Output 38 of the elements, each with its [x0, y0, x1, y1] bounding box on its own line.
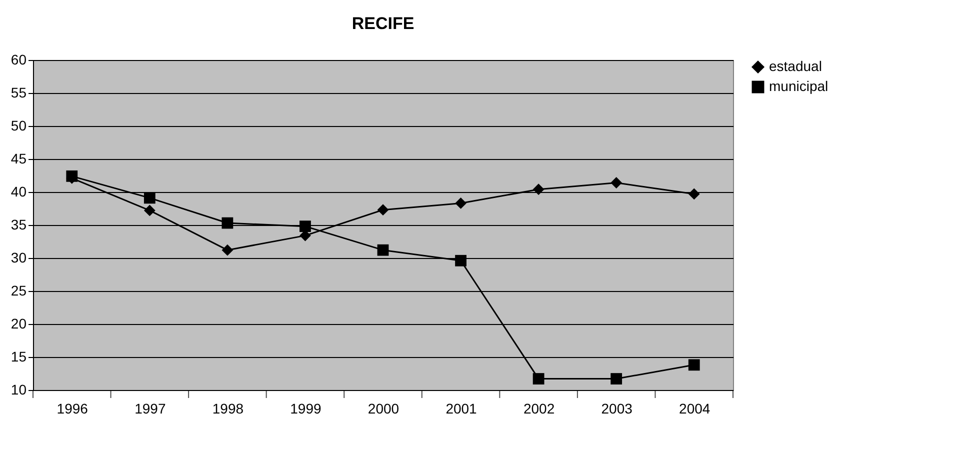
- point: [300, 220, 311, 232]
- y-tick-label: 40: [10, 184, 27, 200]
- x-tick-label: 1997: [134, 400, 166, 416]
- point: [532, 184, 544, 196]
- point: [610, 373, 622, 384]
- y-tick-label: 30: [10, 250, 27, 266]
- x-tick-label: 2003: [601, 400, 633, 416]
- legend-label: estadual: [769, 58, 822, 74]
- point: [455, 254, 466, 266]
- y-tick-label: 50: [10, 118, 27, 134]
- point: [532, 373, 544, 384]
- y-tick-label: 45: [10, 150, 27, 166]
- y-tick-label: 10: [10, 382, 27, 398]
- y-tick-label: 20: [10, 316, 27, 332]
- chart-title: RECIFE: [352, 14, 414, 33]
- point: [377, 204, 389, 216]
- point: [688, 188, 700, 200]
- point: [222, 217, 234, 229]
- y-tick-label: 15: [10, 348, 27, 364]
- point: [144, 204, 156, 216]
- x-tick-label: 1996: [56, 400, 88, 416]
- point: [455, 198, 466, 209]
- x-tick-label: 1998: [212, 400, 244, 416]
- point: [610, 177, 622, 188]
- y-tick-label: 55: [10, 84, 27, 100]
- point: [377, 244, 389, 256]
- point: [688, 359, 700, 371]
- legend-label: municipal: [769, 78, 828, 94]
- point: [144, 192, 156, 204]
- point: [222, 244, 234, 256]
- x-tick-label: 2001: [446, 400, 478, 416]
- y-tick-label: 35: [10, 216, 27, 232]
- y-tick-label: 60: [10, 52, 27, 68]
- x-tick-label: 2002: [523, 400, 555, 416]
- y-tick-label: 25: [10, 282, 27, 298]
- x-tick-label: 2004: [679, 400, 710, 416]
- x-tick-label: 1999: [290, 400, 322, 416]
- x-tick-label: 2000: [368, 400, 400, 416]
